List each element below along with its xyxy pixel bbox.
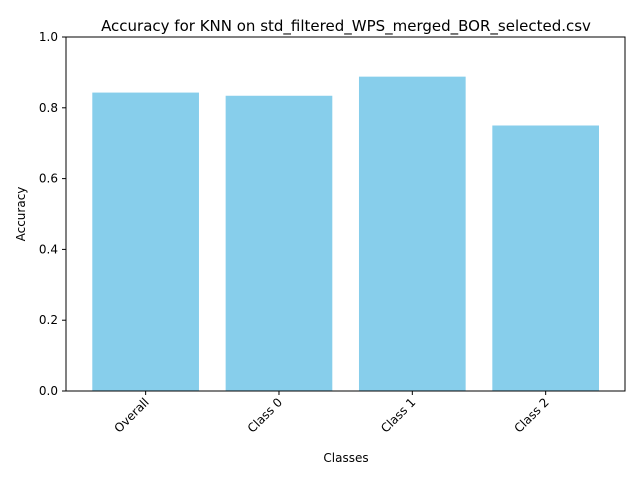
y-axis: 0.0 0.2 0.4 0.6 0.8 1.0 [39, 30, 66, 398]
x-tick-label: Class 2 [511, 395, 551, 435]
y-tick-label: 0.2 [39, 313, 58, 327]
x-tick-label: Overall [112, 395, 152, 435]
y-tick-label: 1.0 [39, 30, 58, 44]
x-tick-label: Class 1 [378, 395, 418, 435]
bar-class-1 [358, 76, 466, 392]
bar-class-2 [492, 125, 599, 391]
x-tick-label: Class 0 [245, 395, 285, 435]
bar-class-0 [225, 95, 333, 391]
y-tick-label: 0.4 [39, 242, 58, 256]
chart-title: Accuracy for KNN on std_filtered_WPS_mer… [101, 17, 591, 36]
x-axis: Overall Class 0 Class 1 Class 2 [112, 391, 552, 436]
y-tick-label: 0.6 [39, 172, 58, 186]
bar-overall [92, 92, 199, 391]
x-axis-label: Classes [323, 451, 368, 465]
plot-frame [65, 36, 626, 392]
bars-group [92, 76, 599, 392]
y-axis-label: Accuracy [14, 187, 28, 242]
y-tick-label: 0.0 [39, 384, 58, 398]
y-tick-label: 0.8 [39, 101, 58, 115]
